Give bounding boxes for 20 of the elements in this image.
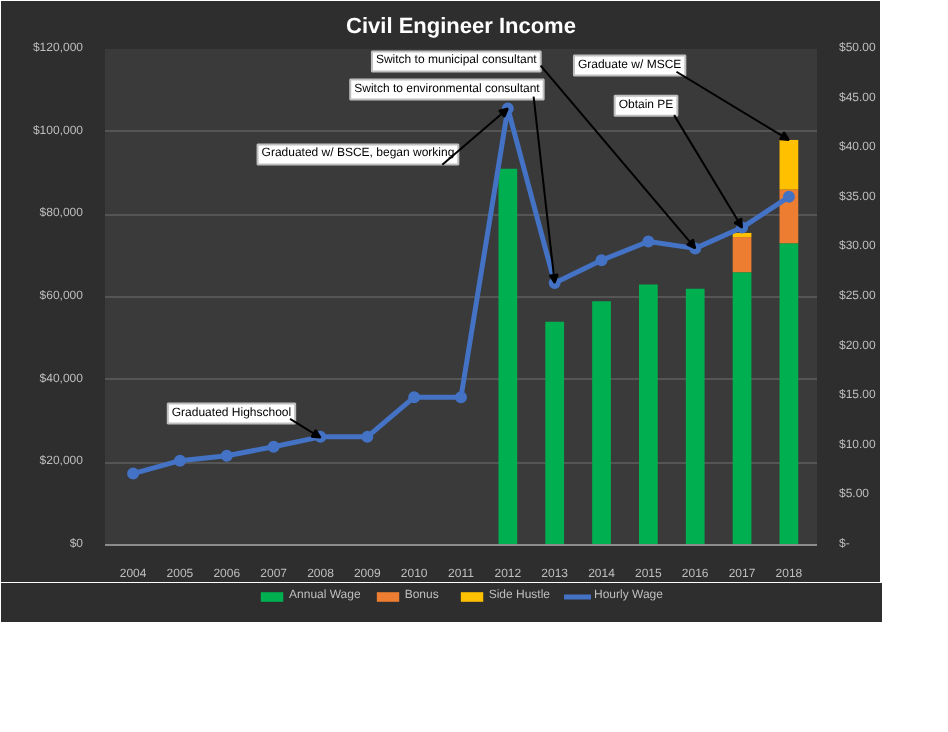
chart-title: Civil Engineer Income [346,15,576,39]
bar [545,321,565,545]
bar [732,232,752,238]
point [267,440,280,453]
point [782,190,795,203]
point [408,391,421,404]
bar [498,168,518,545]
point [220,449,233,462]
bar [685,288,705,545]
bar [779,243,799,545]
bar [732,272,752,545]
bar [639,284,658,545]
point [595,254,608,267]
point [127,467,140,480]
point [455,391,467,404]
bar [592,301,611,545]
point [173,454,186,467]
point [642,235,655,248]
bar [732,237,752,273]
point [361,430,374,443]
